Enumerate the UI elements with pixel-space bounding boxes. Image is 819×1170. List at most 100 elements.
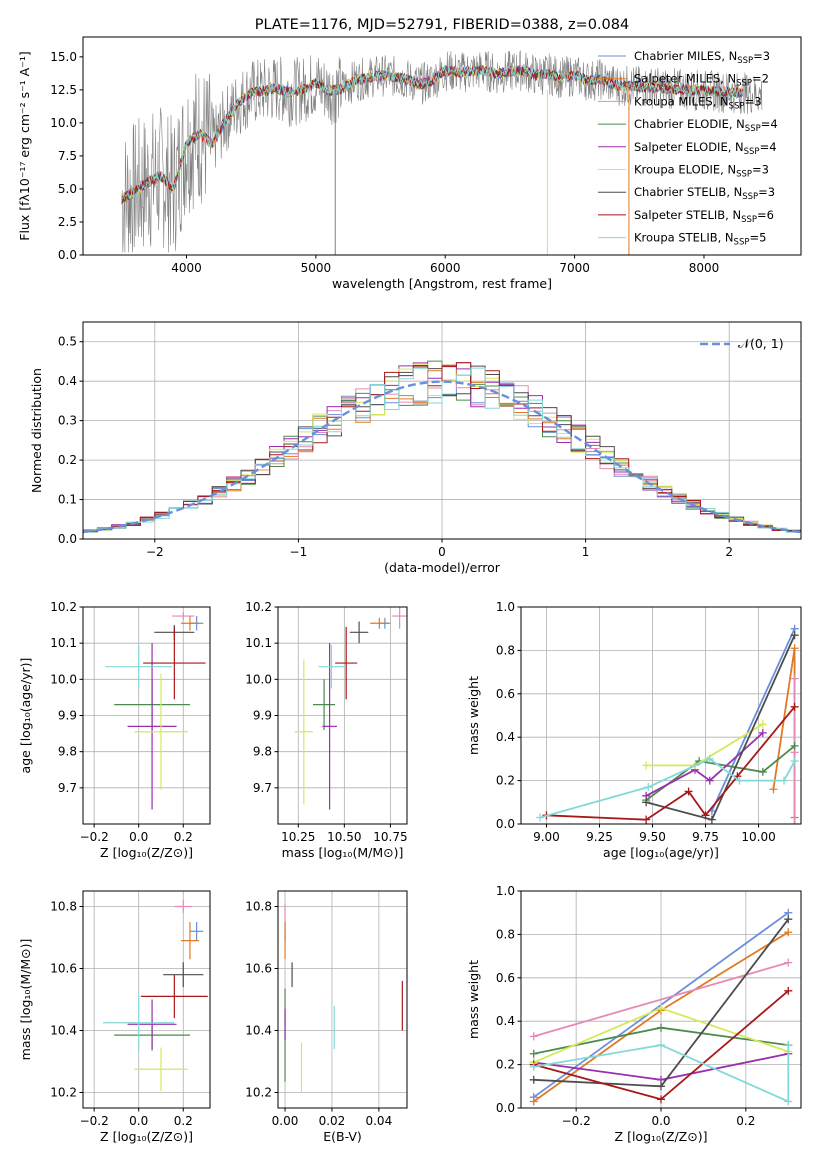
hist-frame xyxy=(82,321,802,540)
hist-ytick-label: 0.5 xyxy=(58,335,77,349)
spectrum-ytick-label: 7.5 xyxy=(58,149,77,163)
weight_vs_age-marker xyxy=(758,767,767,776)
spectrum-ytick-label: 10.0 xyxy=(50,116,77,130)
weight_vs_age-ytick-label: 0.8 xyxy=(496,643,515,657)
spectrum-ytick-label: 15.0 xyxy=(50,50,77,64)
hist-legend-label: 𝒩(0, 1) xyxy=(738,336,784,351)
weight_vs_age-marker xyxy=(790,820,799,824)
mass_vs_ebv-xtick-label: 0.00 xyxy=(272,1114,299,1128)
weight_vs_Z-ytick-label: 0.0 xyxy=(496,1101,515,1115)
weight_vs_age-series-line xyxy=(645,732,764,797)
spectrum-xtick-label: 7000 xyxy=(559,261,590,275)
legend-subscript: SSP xyxy=(736,79,752,89)
hist-normal-curve xyxy=(83,380,801,534)
weight_vs_Z-xlabel: Z [log₁₀(Z/Z⊙)] xyxy=(615,1129,708,1144)
spectrum-xlabel: wavelength [Angstrom, rest frame] xyxy=(332,276,552,291)
mass_vs_ebv-ytick-label: 10.8 xyxy=(245,900,272,914)
age_vs_Z-xtick-label: 0.0 xyxy=(129,830,148,844)
weight_vs_age-marker xyxy=(790,702,799,711)
weight_vs_age-marker xyxy=(790,757,799,766)
age_vs_mass-plot-area xyxy=(294,607,407,810)
weight_vs_age-frame xyxy=(520,606,802,825)
age_vs_Z-ytick-label: 10.0 xyxy=(50,672,77,686)
mass_vs_ebv-ytick-label: 10.6 xyxy=(245,962,272,976)
weight_vs_age-marker xyxy=(707,815,716,824)
hist-ytick-label: 0.1 xyxy=(58,493,77,507)
weight_vs_Z-marker xyxy=(784,1097,793,1106)
weight_vs_Z-marker xyxy=(657,1004,665,1013)
weight_vs_Z-marker xyxy=(529,1075,538,1084)
mass_vs_ebv-xtick-label: 0.02 xyxy=(319,1114,346,1128)
spectrum-legend-label: Kroupa ELODIE, NSSP=3 xyxy=(634,163,769,180)
weight_vs_age-series-line xyxy=(546,706,796,821)
weight_vs_age-marker xyxy=(642,798,651,807)
spectrum-ylabel: Flux [fλ10⁻¹⁷ erg cm⁻² s⁻¹ A⁻¹] xyxy=(17,51,32,240)
weight_vs_Z-marker xyxy=(657,1082,665,1091)
weight_vs_Z-marker xyxy=(784,986,793,995)
weight_vs_age-xtick-label: 9.75 xyxy=(692,830,719,844)
age_vs_mass-ytick-label: 10.0 xyxy=(245,672,272,686)
weight_vs_age-marker xyxy=(790,631,799,640)
weight_vs_age-marker xyxy=(705,776,714,785)
mass_vs_ebv-plot-area xyxy=(284,903,403,1093)
weight_vs_age-xlabel: age [log₁₀(age/yr)] xyxy=(603,845,719,860)
weight_vs_age-marker xyxy=(705,754,714,763)
weight_vs_age-marker xyxy=(735,776,744,785)
age_vs_mass-xlabel: mass [log₁₀(M/M⊙)] xyxy=(282,845,404,860)
legend-count: =3 xyxy=(758,185,775,199)
legend-count: =4 xyxy=(760,140,777,154)
weight_vs_age-ytick-label: 0.6 xyxy=(496,687,515,701)
weight_vs_age-marker xyxy=(769,785,778,794)
weight_vs_Z-marker xyxy=(657,1095,665,1104)
weight_vs_Z-marker xyxy=(784,915,793,924)
weight_vs_age-xtick-label: 9.50 xyxy=(639,830,666,844)
mass_vs_Z-ytick-label: 10.2 xyxy=(50,1086,77,1100)
weight_vs_Z-xtick-label: 0.0 xyxy=(651,1114,670,1128)
mass_vs_Z-ytick-label: 10.4 xyxy=(50,1024,77,1038)
spectrum-plot-area xyxy=(121,50,763,255)
weight_vs_Z-marker xyxy=(784,958,793,967)
age_vs_mass-ytick-label: 10.1 xyxy=(245,636,272,650)
weight_vs_age-marker xyxy=(642,815,651,824)
weight_vs_age-series-line xyxy=(711,628,796,812)
weight_vs_age-marker xyxy=(780,776,789,785)
hist-xtick-label: 2 xyxy=(725,545,733,559)
weight_vs_age-marker xyxy=(644,783,653,792)
weight_vs_Z-xtick-label: 0.2 xyxy=(736,1114,755,1128)
legend-subscript: SSP xyxy=(741,215,757,225)
age_vs_Z-ytick-label: 9.8 xyxy=(58,745,77,759)
weight_vs_age-series-line xyxy=(539,757,796,819)
mass_vs_Z-frame xyxy=(82,890,211,1109)
spectrum-model-line xyxy=(121,65,744,200)
weight_vs_Z-marker xyxy=(784,928,793,937)
weight_vs_age-xtick-label: 10.00 xyxy=(741,830,775,844)
weight_vs_Z-ytick-label: 0.4 xyxy=(496,1014,515,1028)
weight_vs_Z-frame xyxy=(520,890,802,1109)
spectrum-xtick-label: 5000 xyxy=(301,261,332,275)
hist-ytick-label: 0.4 xyxy=(58,374,77,388)
weight_vs_Z-ytick-label: 0.8 xyxy=(496,927,515,941)
age_vs_Z-ytick-label: 10.1 xyxy=(50,636,77,650)
hist-xtick-label: 0 xyxy=(438,545,446,559)
legend-subscript: SSP xyxy=(742,192,758,202)
age_vs_mass-frame xyxy=(277,606,408,825)
weight_vs_Z-ylabel: mass weight xyxy=(466,960,481,1039)
spectrum-xtick-label: 6000 xyxy=(430,261,461,275)
hist-step-line xyxy=(83,362,801,532)
mass_vs_ebv-ytick-label: 10.2 xyxy=(245,1086,272,1100)
mass_vs_Z-xtick-label: −0.2 xyxy=(80,1114,109,1128)
weight_vs_age-ytick-label: 0.4 xyxy=(496,730,515,744)
weight_vs_age-ylabel: mass weight xyxy=(466,676,481,755)
mass_vs_Z-xlabel: Z [log₁₀(Z/Z⊙)] xyxy=(100,1129,193,1144)
legend-subscript: SSP xyxy=(736,170,752,180)
age_vs_mass-ytick-label: 9.7 xyxy=(253,781,272,795)
age_vs_mass-ytick-label: 9.9 xyxy=(253,709,272,723)
mass_vs_Z-ytick-label: 10.8 xyxy=(50,900,77,914)
age_vs_Z-frame xyxy=(82,606,211,825)
weight_vs_age-marker xyxy=(790,674,799,683)
legend-subscript: SSP xyxy=(745,124,761,134)
spectrum-ytick-label: 2.5 xyxy=(58,215,77,229)
spectrum-ytick-label: 5.0 xyxy=(58,182,77,196)
weight_vs_age-marker xyxy=(790,644,799,653)
weight_vs_age-series-line xyxy=(645,745,796,801)
